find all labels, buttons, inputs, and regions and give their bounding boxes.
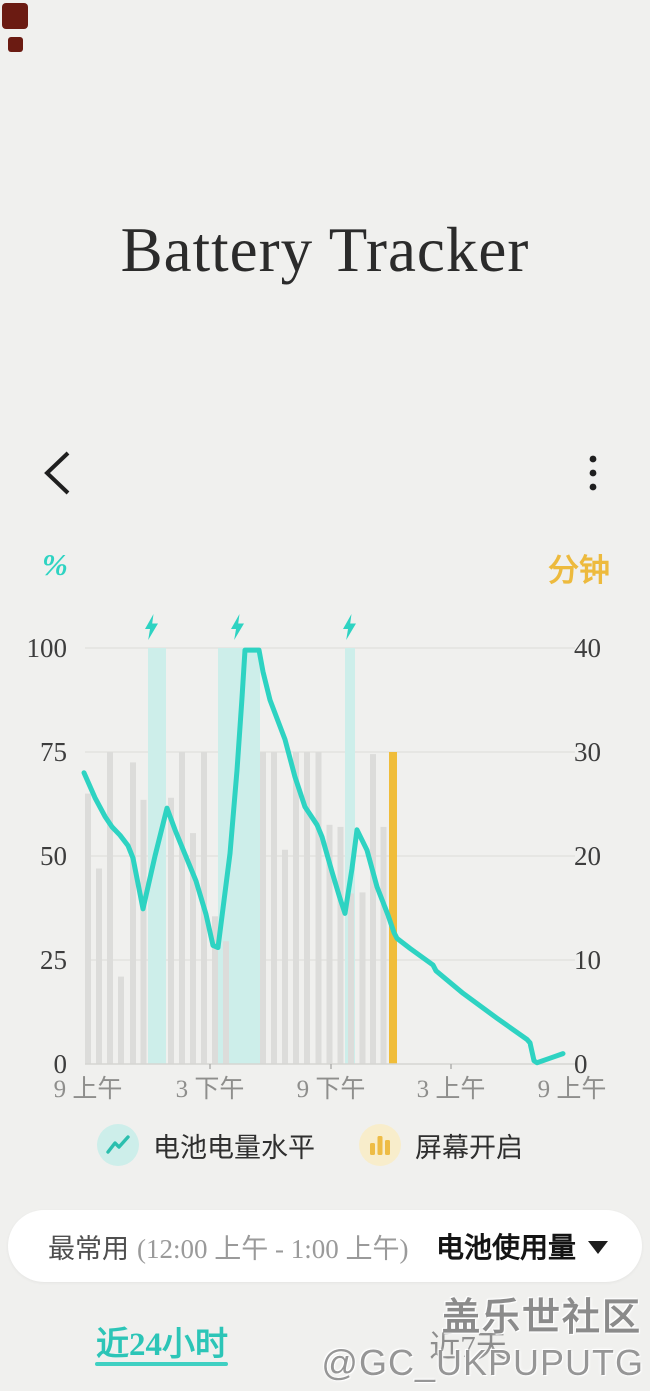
screen-on-bar [168, 797, 174, 1064]
charging-band [345, 648, 355, 1064]
screen-on-bar [85, 793, 91, 1064]
most-used-range: (12:00 上午 - 1:00 上午) [137, 1233, 409, 1264]
screen-on-bar [260, 752, 266, 1064]
x-axis-label: 3 下午 [176, 1075, 245, 1103]
screen-on-bar [326, 824, 333, 1064]
legend-item-battery-level: 电池电量水平 [97, 1124, 315, 1166]
right-axis-tick-label: 20 [574, 841, 601, 871]
screen-on-bar [304, 752, 310, 1064]
left-axis-tick-label: 75 [40, 737, 67, 767]
screen-on-bar [315, 752, 322, 1064]
battery-chart-svg: 0 25 50 75 100 0 10 20 30 40 9 上午 3 下午 9 下午 3 上午 9 上午 [27, 614, 607, 1103]
right-axis-tick-label: 30 [574, 737, 601, 767]
legend-label: 屏幕开启 [415, 1132, 523, 1163]
more-options-button[interactable] [578, 446, 608, 500]
active-tab-underline [95, 1362, 228, 1366]
usage-summary-pill: 最常用 (12:00 上午 - 1:00 上午) 电池使用量 [8, 1210, 642, 1282]
page-title: Battery Tracker [120, 215, 530, 285]
line-chart-icon [97, 1124, 139, 1166]
tab-last-7-days[interactable]: 近7天 [429, 1329, 507, 1364]
now-bar [389, 752, 397, 1064]
x-axis-label: 9 下午 [297, 1075, 366, 1103]
screen-on-bar [282, 849, 288, 1064]
left-axis-tick-label: 100 [27, 633, 68, 663]
right-axis-tick-label: 40 [574, 633, 601, 663]
screen-on-bar [118, 976, 124, 1064]
right-axis-tick-label: 0 [574, 1049, 588, 1079]
legend-label: 电池电量水平 [153, 1132, 315, 1163]
tab-last-24-hours[interactable]: 近24小时 [96, 1327, 228, 1363]
screen-on-bar [359, 892, 366, 1064]
chevron-down-icon [588, 1241, 608, 1254]
more-vertical-icon [589, 455, 597, 491]
right-axis-unit: 分钟 [548, 553, 610, 588]
screen-on-bar [190, 833, 196, 1064]
recording-badge-small [8, 37, 23, 52]
screen-on-bar [337, 826, 344, 1064]
screen-on-bar [140, 799, 147, 1064]
watermark-community: 盖乐世社区 [441, 1297, 642, 1339]
left-axis-unit: % [42, 547, 68, 582]
legend-item-screen-on: 屏幕开启 [359, 1124, 523, 1166]
battery-chart[interactable]: 0 25 50 75 100 0 10 20 30 40 9 上午 3 下午 9 下午 3 上午 9 上午 [0, 600, 650, 1110]
metric-dropdown-label: 电池使用量 [435, 1233, 576, 1264]
screen-on-bar [293, 752, 299, 1064]
chevron-left-icon [44, 451, 70, 495]
battery-level-line [81, 647, 566, 1066]
left-axis-tick-label: 0 [54, 1049, 68, 1079]
screen-on-bar [370, 754, 376, 1064]
screen-on-bar [348, 893, 354, 1064]
most-used-text: 最常用 (12:00 上午 - 1:00 上午) [48, 1227, 408, 1266]
most-used-label: 最常用 [48, 1233, 129, 1264]
lightning-icon [343, 614, 356, 640]
screen-on-bar [212, 916, 218, 1064]
chart-legend: 电池电量水平 屏幕开启 [0, 1124, 650, 1166]
metric-dropdown[interactable]: 电池使用量 [436, 1226, 608, 1266]
recording-badge [2, 3, 28, 29]
x-axis-label: 9 上午 [538, 1075, 607, 1103]
left-axis-tick-label: 25 [40, 945, 67, 975]
lightning-icon [145, 614, 158, 640]
watermark-user: @GC_UKPUPUTG [321, 1342, 644, 1383]
screen-on-bar [107, 752, 113, 1064]
screen-on-bar [271, 752, 277, 1064]
screen-on-bar [223, 941, 229, 1064]
x-axis-label: 3 上午 [417, 1075, 486, 1103]
screen-on-bar [380, 826, 387, 1064]
left-axis-tick-label: 50 [40, 841, 67, 871]
lightning-icon [231, 614, 244, 640]
screen-on-bar [130, 762, 136, 1064]
x-axis-label: 9 上午 [54, 1075, 123, 1103]
back-button[interactable] [36, 446, 82, 500]
screen-on-bar [96, 868, 102, 1064]
screen-on-bar [179, 752, 185, 1064]
right-axis-tick-label: 10 [574, 945, 601, 975]
bar-chart-icon [359, 1124, 401, 1166]
